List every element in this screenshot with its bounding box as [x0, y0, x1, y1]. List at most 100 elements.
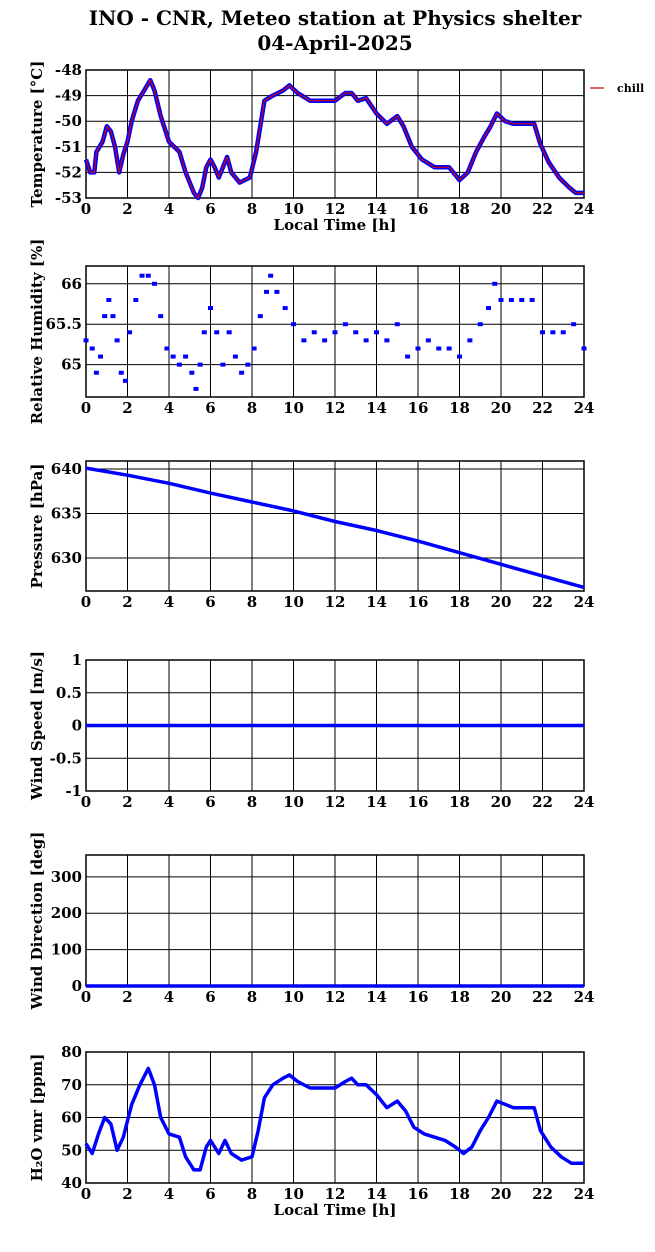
- x-tick-label: 16: [408, 200, 429, 218]
- point: [245, 362, 251, 367]
- point: [581, 346, 587, 351]
- y-tick-label: 70: [61, 1076, 82, 1094]
- x-tick-label: 24: [574, 593, 595, 611]
- x-tick-label: 12: [325, 988, 346, 1006]
- y-tick-label: 65.5: [45, 315, 82, 333]
- x-tick-label: 8: [247, 200, 257, 218]
- y-axis-label: Relative Humidity [%]: [28, 239, 46, 425]
- point: [446, 346, 452, 351]
- y-tick-label: -51: [55, 138, 82, 156]
- point: [560, 330, 566, 335]
- x-tick-label: 24: [574, 200, 595, 218]
- x-tick-label: 20: [491, 593, 512, 611]
- y-axis-label: H₂O vmr [ppm]: [28, 1054, 46, 1182]
- x-tick-label: 2: [122, 1185, 132, 1203]
- y-axis-label: Wind Speed [m/s]: [28, 651, 46, 801]
- y-tick-label: 66: [61, 275, 82, 293]
- x-tick-label: 16: [408, 793, 429, 811]
- point: [425, 338, 431, 343]
- x-tick-label: 24: [574, 793, 595, 811]
- plot-frame: [85, 460, 585, 592]
- point: [405, 354, 411, 359]
- x-tick-label: 22: [532, 593, 553, 611]
- plot-frame: [85, 69, 585, 199]
- x-tick-label: 0: [81, 1185, 91, 1203]
- point: [164, 346, 170, 351]
- x-tick-label: 4: [164, 988, 174, 1006]
- x-tick-label: 8: [247, 988, 257, 1006]
- y-axis-label: Wind Direction [deg]: [28, 832, 46, 1011]
- x-tick-label: 0: [81, 200, 91, 218]
- point: [508, 297, 514, 302]
- x-tick-label: 24: [574, 988, 595, 1006]
- x-tick-label: 12: [325, 793, 346, 811]
- x-tick-label: 2: [122, 200, 132, 218]
- point: [110, 314, 116, 319]
- x-tick-label: 20: [491, 793, 512, 811]
- x-tick-label: 14: [366, 200, 387, 218]
- x-tick-label: 4: [164, 200, 174, 218]
- legend-label: chill: [617, 82, 644, 95]
- x-tick-label: 6: [205, 593, 215, 611]
- point: [214, 330, 220, 335]
- x-tick-label: 8: [247, 399, 257, 417]
- x-tick-label: 14: [366, 593, 387, 611]
- point: [127, 330, 133, 335]
- x-tick-label: 14: [366, 793, 387, 811]
- y-tick-label: 80: [61, 1043, 82, 1061]
- point: [384, 338, 390, 343]
- point: [492, 281, 498, 286]
- x-tick-label: 8: [247, 1185, 257, 1203]
- point: [467, 338, 473, 343]
- x-tick-label: 20: [491, 988, 512, 1006]
- point: [257, 314, 263, 319]
- x-tick-label: 14: [366, 988, 387, 1006]
- point: [322, 338, 328, 343]
- x-tick-label: 4: [164, 1185, 174, 1203]
- point: [394, 322, 400, 327]
- x-tick-label: 10: [283, 988, 304, 1006]
- y-tick-label: -53: [55, 189, 82, 207]
- x-tick-label: 18: [449, 200, 470, 218]
- point: [158, 314, 164, 319]
- y-tick-label: 300: [51, 868, 82, 886]
- x-tick-label: 6: [205, 793, 215, 811]
- x-tick-label: 22: [532, 399, 553, 417]
- x-tick-label: 22: [532, 1185, 553, 1203]
- point: [197, 362, 203, 367]
- point: [374, 330, 379, 335]
- point: [118, 370, 124, 375]
- x-tick-label: 22: [532, 793, 553, 811]
- y-tick-label: 0: [72, 717, 82, 735]
- point: [122, 378, 128, 383]
- line: [85, 79, 584, 199]
- x-tick-label: 2: [122, 593, 132, 611]
- x-tick-label: 0: [81, 988, 91, 1006]
- point: [282, 306, 288, 311]
- y-tick-label: 50: [61, 1141, 82, 1159]
- x-tick-label: 12: [325, 1185, 346, 1203]
- x-tick-label: 24: [574, 1185, 595, 1203]
- x-tick-label: 22: [532, 200, 553, 218]
- x-tick-label: 14: [366, 1185, 387, 1203]
- point: [436, 346, 442, 351]
- x-tick-label: 6: [205, 1185, 215, 1203]
- x-tick-label: 12: [325, 593, 346, 611]
- y-tick-label: 100: [51, 941, 82, 959]
- point: [251, 346, 257, 351]
- y-tick-label: 40: [61, 1174, 82, 1192]
- point: [201, 330, 207, 335]
- x-axis-label: Local Time [h]: [274, 1201, 397, 1219]
- x-tick-label: 4: [164, 793, 174, 811]
- y-tick-label: 65: [61, 356, 82, 374]
- point: [311, 330, 317, 335]
- point: [226, 330, 232, 335]
- point: [342, 322, 348, 327]
- y-tick-label: 200: [51, 904, 82, 922]
- y-axis-label: Pressure [hPa]: [28, 464, 46, 589]
- x-tick-label: 16: [408, 593, 429, 611]
- y-tick-label: 630: [51, 549, 82, 567]
- point: [264, 289, 270, 294]
- y-tick-label: 0: [72, 977, 82, 995]
- x-tick-label: 2: [122, 399, 132, 417]
